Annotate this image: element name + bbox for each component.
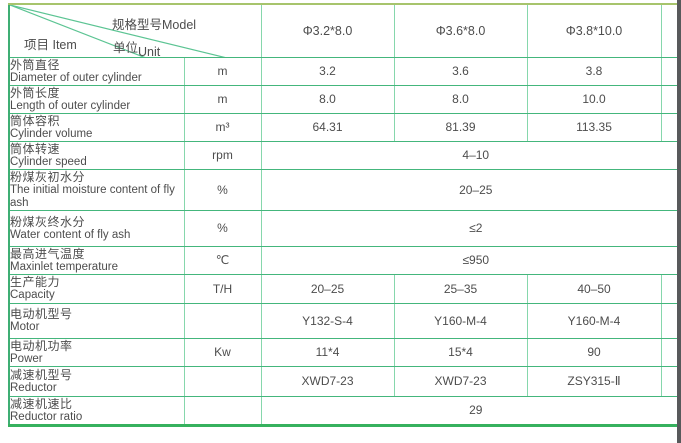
row-label-en: Maxinlet temperature <box>10 260 119 273</box>
column-header-model-1: Φ3.2*8.0 <box>260 3 395 58</box>
row-label-zh: 筒体转速 <box>10 141 61 156</box>
row-value-cell-span: 29 <box>260 395 681 426</box>
column-header-model-3: Φ3.8*10.0 <box>526 3 662 58</box>
row-label-cell: 筒体转速 Cylinder speed <box>8 140 185 170</box>
row-value-cell: 40–50 <box>526 273 662 304</box>
row-value-cell: 8.0 <box>260 84 395 114</box>
row-label-zh: 筒体容积 <box>10 113 61 128</box>
row-label-en: Reductor ratio <box>10 410 83 423</box>
row-value-cell: 25–35 <box>393 273 528 304</box>
row-value-cell: 15*4 <box>393 337 528 367</box>
row-label-cell: 外筒直径 Diameter of outer cylinder <box>8 56 185 86</box>
table-row: 生产能力 Capacity T/H 20–25 25–35 40–50 <box>8 273 681 304</box>
row-unit-cell: % <box>183 209 262 247</box>
row-label-en: Length of outer cylinder <box>10 99 131 112</box>
row-label-zh: 最高进气温度 <box>10 246 86 261</box>
row-label-en: Power <box>10 352 43 365</box>
row-label-en: Capacity <box>10 289 55 301</box>
row-label-cell: 减速机速比 Reductor ratio <box>8 395 185 426</box>
row-value-cell-span: 4–10 <box>260 140 681 170</box>
row-value-cell: 11*4 <box>260 337 395 367</box>
row-value-cell-span: ≤2 <box>260 209 681 247</box>
row-value-cell: Y160-M-4 <box>393 302 528 339</box>
row-label-en: The initial moisture content of fly ash <box>10 183 175 209</box>
row-unit-cell: m³ <box>183 112 262 142</box>
row-value-cell: ZSY315-Ⅱ <box>526 365 662 397</box>
row-unit-cell: Kw <box>183 337 262 367</box>
header-model-label: 规格型号Model <box>112 18 197 32</box>
spec-table: 规格型号Model 项目 Item 单位Unit Φ3.2*8.0 Φ3.6*8… <box>8 3 681 427</box>
row-label-en: Cylinder speed <box>10 155 87 168</box>
table-row: 最高进气温度 Maxinlet temperature ℃ ≤950 <box>8 245 681 275</box>
row-unit-cell: % <box>183 168 262 211</box>
screen-edge-strip <box>677 0 681 443</box>
row-value-cell-span: 20–25 <box>260 168 681 211</box>
row-label-zh: 粉煤灰初水分 <box>10 169 86 184</box>
row-unit-cell: m <box>183 84 262 114</box>
table-row: 粉煤灰初水分 The initial moisture content of fl… <box>8 168 681 211</box>
table-row: 减速机型号 Reductor XWD7-23 XWD7-23 ZSY315-Ⅱ <box>8 365 681 397</box>
table-row: 筒体转速 Cylinder speed rpm 4–10 <box>8 140 681 170</box>
table-row: 粉煤灰终水分 Water content of fly ash% ≤2 <box>8 209 681 247</box>
row-label-zh: 电动机功率 <box>10 338 73 353</box>
row-value-cell: Y160-M-4 <box>526 302 662 339</box>
row-value-cell: 3.8 <box>526 56 662 86</box>
row-value-cell: 8.0 <box>393 84 528 114</box>
row-label-cell: 减速机型号 Reductor <box>8 365 185 397</box>
spec-table-body: 外筒直径 Diameter of outer cylinder m 3.2 3.6 3.8… <box>8 56 681 426</box>
row-label-en: Cylinder volume <box>10 127 93 140</box>
row-value-cell-span: ≤950 <box>260 245 681 275</box>
row-label-cell: 电动机功率 Power <box>8 337 185 367</box>
row-value-cell: 3.6 <box>393 56 528 86</box>
row-value-cell: 113.35 <box>526 112 662 142</box>
row-label-cell: 电动机型号 Motor <box>8 302 185 339</box>
row-unit-cell <box>183 365 262 397</box>
table-row: 减速机速比 Reductor ratio 29 <box>8 395 681 426</box>
row-unit-cell: ℃ <box>183 245 262 275</box>
row-unit-cell: T/H <box>183 273 262 304</box>
header-item-label: 项目 Item <box>24 38 77 52</box>
row-label-zh: 减速机型号 <box>10 367 73 382</box>
row-label-zh: 粉煤灰终水分 <box>10 214 86 229</box>
row-label-en: Motor <box>10 321 40 333</box>
row-label-zh: 外筒长度 <box>10 85 61 100</box>
row-label-zh: 生产能力 <box>10 275 61 289</box>
row-label-zh: 减速机速比 <box>10 396 73 411</box>
row-label-zh: 电动机型号 <box>10 307 73 321</box>
row-label-cell: 外筒长度 Length of outer cylinder <box>8 84 185 114</box>
table-row: 外筒长度 Length of outer cylinder m 8.0 8.0 10.0 <box>8 84 681 114</box>
row-value-cell: Y132-S-4 <box>260 302 395 339</box>
row-label-en: Reductor <box>10 381 57 394</box>
row-label-cell: 筒体容积 Cylinder volume <box>8 112 185 142</box>
row-value-cell: 20–25 <box>260 273 395 304</box>
header-unit-label: 单位Unit <box>113 41 161 57</box>
row-value-cell: XWD7-23 <box>260 365 395 397</box>
row-label-en: Water content of fly ash <box>10 228 131 241</box>
row-value-cell: XWD7-23 <box>393 365 528 397</box>
table-row: 电动机型号 Motor Y132-S-4 Y160-M-4 Y160-M-4 <box>8 302 681 339</box>
row-unit-cell: m <box>183 56 262 86</box>
table-row: 电动机功率 Power Kw 11*4 15*4 90 <box>8 337 681 367</box>
row-unit-cell: rpm <box>183 140 262 170</box>
table-row: 筒体容积 Cylinder volume m³ 64.31 81.39 113.35 <box>8 112 681 142</box>
row-value-cell: 3.2 <box>260 56 395 86</box>
row-value-cell: 90 <box>526 337 662 367</box>
row-label-cell: 生产能力 Capacity <box>8 273 185 304</box>
row-value-cell: 10.0 <box>526 84 662 114</box>
column-header-model-2: Φ3.6*8.0 <box>393 3 528 58</box>
row-label-cell: 最高进气温度 Maxinlet temperature <box>8 245 185 275</box>
table-row: 外筒直径 Diameter of outer cylinder m 3.2 3.6 3.8 <box>8 56 681 86</box>
row-value-cell: 81.39 <box>393 112 528 142</box>
row-unit-cell <box>183 395 262 426</box>
row-label-cell: 粉煤灰初水分 The initial moisture content of fl… <box>8 168 185 211</box>
row-label-en: Diameter of outer cylinder <box>10 71 142 84</box>
row-label-zh: 外筒直径 <box>10 57 61 72</box>
row-unit-cell <box>183 302 262 339</box>
diagonal-header-cell: 规格型号Model 项目 Item 单位Unit <box>8 3 262 58</box>
diagonal-lines <box>10 5 222 56</box>
row-value-cell: 64.31 <box>260 112 395 142</box>
header-row: 规格型号Model 项目 Item 单位Unit Φ3.2*8.0 Φ3.6*8… <box>8 3 681 58</box>
row-label-cell: 粉煤灰终水分 Water content of fly ash <box>8 209 185 247</box>
